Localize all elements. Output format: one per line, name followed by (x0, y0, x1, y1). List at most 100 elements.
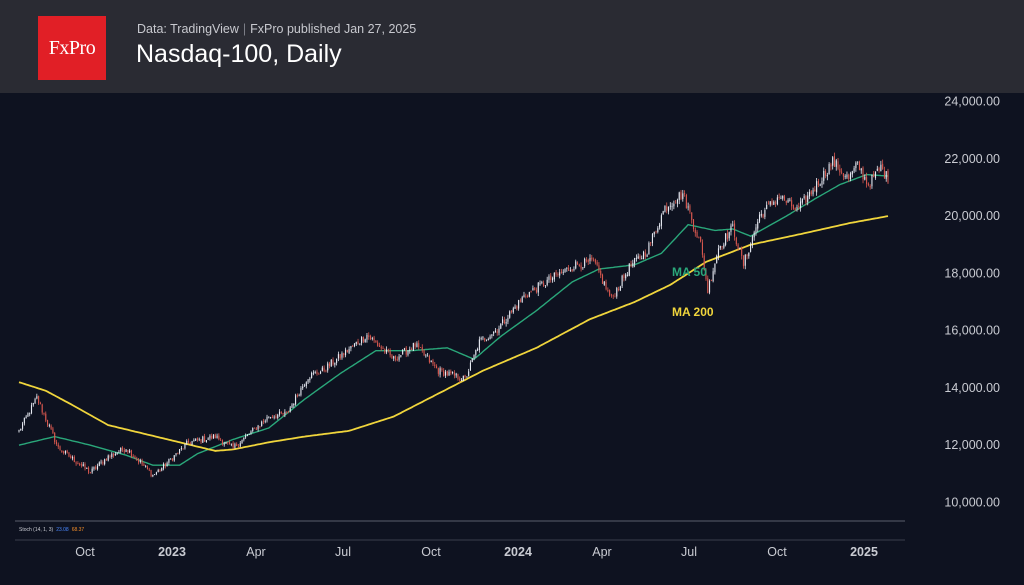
candle-body (275, 416, 277, 418)
candle (220, 437, 222, 441)
candle (211, 433, 213, 440)
candle (655, 230, 657, 234)
candle (132, 454, 134, 458)
candle (885, 171, 887, 182)
candle (403, 347, 405, 351)
candle (405, 346, 407, 358)
candle (489, 334, 491, 340)
candle-body (837, 161, 839, 169)
candle (694, 227, 696, 237)
candle-body (782, 195, 784, 199)
candle (393, 355, 395, 362)
candle (300, 386, 302, 397)
candle-body (669, 205, 671, 207)
candle-body (357, 341, 359, 344)
candle-body (580, 265, 582, 269)
candle (841, 168, 843, 175)
candle (703, 253, 705, 271)
candle-body (507, 318, 509, 322)
candle-body (104, 459, 106, 465)
candle-body (737, 244, 739, 249)
candle (352, 344, 354, 347)
candle-body (798, 205, 800, 208)
candle (282, 412, 284, 417)
candle-body (286, 411, 288, 413)
candle-body (113, 454, 115, 456)
candle-body (612, 295, 614, 297)
candle-body (223, 443, 225, 445)
candle-body (453, 372, 455, 376)
candle-body (296, 395, 298, 397)
candle (325, 369, 327, 373)
candle (874, 171, 877, 180)
candle (637, 253, 639, 260)
candle (334, 362, 336, 368)
candle (118, 449, 120, 454)
candle-body (717, 248, 720, 257)
candle (619, 285, 621, 292)
candle-body (277, 414, 279, 418)
candle (505, 318, 507, 327)
candle-body (64, 450, 66, 454)
candle (63, 450, 65, 455)
candle-body (491, 334, 493, 336)
candle (55, 439, 58, 446)
candle-body (460, 380, 463, 381)
candle-body (666, 206, 668, 211)
candle (730, 223, 732, 236)
candle-body (96, 465, 99, 470)
candle (113, 452, 115, 458)
candle-body (205, 440, 207, 443)
candle-body (241, 439, 243, 444)
candle (853, 165, 855, 174)
candle (350, 345, 352, 352)
stoch-name: Stoch (14, 1, 3) (19, 527, 54, 533)
candle-body (152, 474, 154, 477)
candle (548, 274, 550, 283)
candle-body (789, 199, 791, 201)
candle (411, 347, 413, 351)
x-axis: Oct 2023 Apr Jul Oct 2024 Apr Jul Oct 2025 (75, 545, 878, 559)
candle-body (600, 270, 602, 276)
candle (225, 441, 227, 444)
candle-body (387, 349, 389, 352)
candle (555, 269, 557, 277)
candle (366, 333, 368, 343)
candle (644, 249, 646, 260)
candle-body (164, 464, 166, 467)
candle (339, 353, 341, 360)
candle (434, 362, 436, 369)
candle-body (785, 200, 787, 203)
candle (509, 310, 511, 319)
candle (566, 267, 568, 272)
candle (771, 198, 773, 206)
candle-body (195, 438, 197, 441)
candle (714, 263, 716, 275)
candle (435, 364, 438, 369)
candle (293, 403, 295, 408)
candle (189, 441, 191, 445)
candle-body (361, 337, 363, 343)
candle (82, 462, 84, 467)
candle (603, 280, 605, 286)
candle (528, 291, 530, 298)
candle (414, 342, 416, 349)
candle-body (750, 244, 752, 252)
candle (427, 352, 429, 357)
candle (419, 346, 422, 348)
candle-body (518, 300, 520, 309)
candle (73, 455, 75, 463)
candle (757, 218, 759, 233)
candle-body (86, 468, 88, 469)
candle-body (844, 176, 846, 178)
candle (689, 204, 691, 214)
candle-body (619, 286, 621, 291)
candle (525, 293, 527, 299)
candle-body (171, 458, 174, 461)
candle-body (762, 214, 764, 218)
candle (259, 426, 261, 429)
candle-body (555, 272, 557, 275)
candle (116, 451, 118, 455)
candle (687, 202, 689, 211)
candle (568, 265, 570, 271)
